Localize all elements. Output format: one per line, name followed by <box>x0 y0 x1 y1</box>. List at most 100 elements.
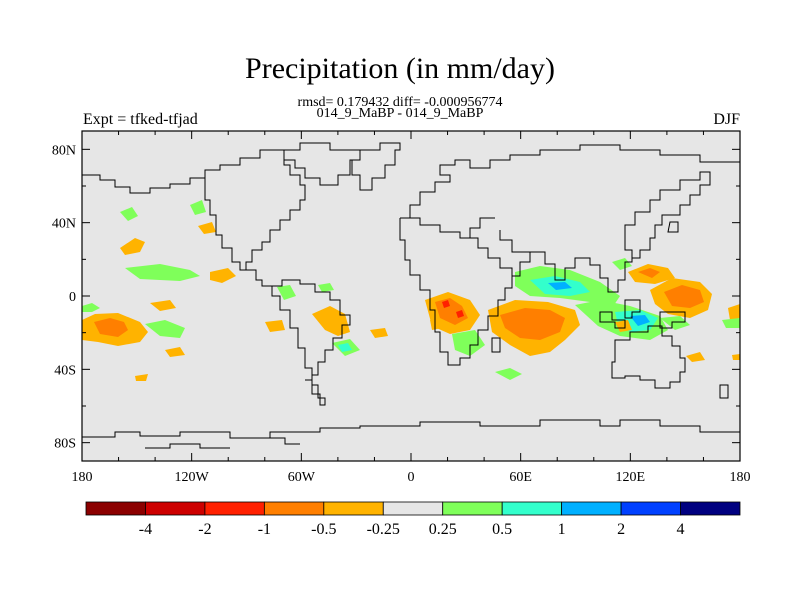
colorbar-swatch <box>323 501 384 516</box>
antarctica <box>82 419 740 439</box>
anomaly-patch <box>145 320 185 338</box>
anomaly-patch <box>495 368 522 380</box>
lon-tick-label: 180 <box>730 470 751 485</box>
south-america-east <box>272 279 351 376</box>
anomaly-patch <box>120 238 145 255</box>
map-background <box>82 131 740 461</box>
season-label: DJF <box>713 111 740 128</box>
anomaly-patch <box>94 318 128 337</box>
longitude-axis: 180 120W 60W 0 60E 120E 180 <box>72 131 751 485</box>
japan <box>667 221 679 233</box>
greenland <box>351 142 401 191</box>
colorbar-label: 1 <box>558 521 566 538</box>
indonesia <box>599 311 626 329</box>
colorbar-label: 0.5 <box>492 521 512 538</box>
colorbar-label: -0.5 <box>311 521 336 538</box>
lon-tick-label: 60E <box>509 470 532 485</box>
anomaly-patch <box>165 347 185 357</box>
anomaly-patch <box>660 316 690 330</box>
anomaly-patch <box>638 268 660 278</box>
colorbar-label: -2 <box>198 521 211 538</box>
new-zealand <box>719 384 729 399</box>
anomaly-patch <box>277 285 296 300</box>
anomaly-patch <box>612 258 632 270</box>
anomaly-patch <box>615 320 632 332</box>
north-america-west <box>204 178 246 271</box>
colorbar-label: -1 <box>258 521 271 538</box>
borneo <box>624 299 641 319</box>
anomaly-patch <box>732 354 740 360</box>
colorbar-swatch <box>442 501 503 516</box>
colorbar-swatch <box>561 501 622 516</box>
colorbar-swatch <box>204 501 265 516</box>
colorbar-swatch <box>145 501 206 516</box>
south-america <box>271 286 326 406</box>
anomaly-patch <box>265 320 285 332</box>
ross-sea <box>145 443 230 449</box>
cases-line: 014_9_MaBP - 014_9_MaBP <box>316 106 484 121</box>
lon-tick-label: 180 <box>72 470 93 485</box>
africa <box>399 218 513 366</box>
anomaly-patch <box>82 303 100 312</box>
colorbar-label: 0.25 <box>429 521 457 538</box>
lat-tick-label: 40S <box>54 363 76 378</box>
anomaly-patch <box>630 315 650 326</box>
colorbar-swatch <box>263 501 325 516</box>
lon-tick-label: 120W <box>175 470 210 485</box>
anomaly-patch <box>664 285 704 308</box>
arabia <box>470 230 531 277</box>
anomaly-patch <box>135 374 148 381</box>
map-area: 80N 40N 0 40S 80S 180 120W 60W 0 60E 120E 180 <box>52 130 751 485</box>
anomaly-patch <box>452 330 485 356</box>
east-asia <box>632 214 670 259</box>
eurasia-west <box>400 144 740 219</box>
anomaly-patch <box>722 318 740 328</box>
lon-tick-label: 60W <box>288 470 316 485</box>
anomaly-patch <box>338 343 352 352</box>
colorbar-swatch <box>85 501 146 516</box>
new-guinea <box>659 311 686 329</box>
anomaly-patch <box>430 318 442 330</box>
lon-tick-label: 0 <box>408 470 415 485</box>
lat-tick-label: 80S <box>54 437 76 452</box>
colorbar-swatch <box>501 501 563 516</box>
lat-tick-label: 80N <box>52 143 76 158</box>
anomaly-patch <box>728 304 740 320</box>
colorbar: -4 -2 -1 -0.5 -0.25 0.25 0.5 1 2 4 <box>85 501 741 538</box>
experiment-label: Expt = tfked-tfjad <box>83 111 198 128</box>
anomaly-patch <box>198 222 216 234</box>
antarctic-peninsula <box>270 437 300 445</box>
colorbar-label: 4 <box>677 521 685 538</box>
coastlines <box>82 142 740 449</box>
anomaly-patch <box>500 308 565 340</box>
anomaly-patch <box>456 310 464 318</box>
lon-tick-label: 120E <box>616 470 646 485</box>
colorbar-label: -0.25 <box>367 521 400 538</box>
anomaly-patches <box>82 200 740 381</box>
anomaly-patch <box>150 300 176 311</box>
anomaly-patch <box>442 300 450 308</box>
anomaly-patch <box>318 283 334 292</box>
north-america-coast <box>82 149 306 287</box>
colorbar-swatch <box>680 501 741 516</box>
colorbar-label: 2 <box>617 521 625 538</box>
anomaly-patch <box>370 328 388 338</box>
colorbar-swatch <box>382 501 444 516</box>
anomaly-patch <box>686 352 705 362</box>
latitude-axis: 80N 40N 0 40S 80S <box>52 143 740 452</box>
plot-title: Precipitation (in mm/day) <box>245 52 555 85</box>
anomaly-patch <box>120 207 138 221</box>
lat-tick-label: 0 <box>69 290 76 305</box>
anomaly-patch <box>210 268 236 283</box>
colorbar-swatch <box>620 501 681 516</box>
south-asia <box>530 171 711 293</box>
stats-line: rmsd= 0.179432 diff= -0.000956774 <box>297 95 503 110</box>
anomaly-patch <box>125 264 200 281</box>
colorbar-label: -4 <box>139 521 152 538</box>
australia <box>611 325 686 389</box>
madagascar <box>491 337 501 353</box>
mediterranean <box>410 217 495 239</box>
anomaly-patch <box>548 282 572 290</box>
anomaly-patch <box>190 200 206 215</box>
